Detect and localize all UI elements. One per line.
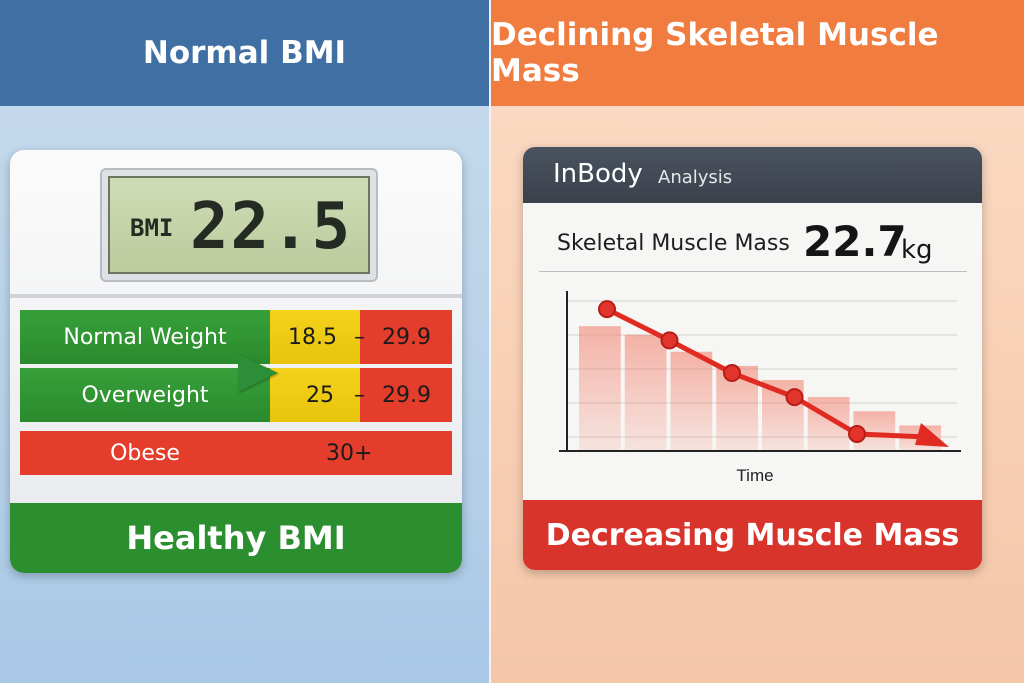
lcd-display: BMI 22.5 (108, 176, 370, 274)
lcd-frame: BMI 22.5 (100, 168, 378, 282)
chart-bar (579, 326, 621, 451)
chart-bar (624, 334, 667, 451)
inbody-brand: InBody (553, 159, 643, 189)
row-overweight: Overweight 25 – 29.9 (20, 368, 452, 422)
bmi-pointer-icon (238, 354, 278, 392)
muscle-banner-title: Declining Skeletal Muscle Mass (491, 0, 1024, 106)
data-point (848, 424, 866, 443)
bmi-banner-title: Normal BMI (0, 0, 489, 106)
muscle-mass-panel: Declining Skeletal Muscle Mass InBody An… (491, 0, 1024, 683)
normal-range-low: 18.5 (288, 324, 337, 350)
panel-divider (489, 0, 491, 683)
data-point (723, 364, 741, 382)
metric-divider (539, 271, 967, 272)
overweight-label: Overweight (20, 368, 270, 422)
metric-unit: kg (901, 235, 933, 265)
inbody-brand-sub: Analysis (658, 167, 733, 188)
healthy-bmi-footer: Healthy BMI (10, 503, 462, 573)
chart-bar (670, 351, 713, 451)
lcd-label: BMI (130, 214, 174, 242)
bmi-panel: Normal BMI BMI 22.5 Normal Weight 18.5 –… (0, 0, 489, 683)
obese-range: 30+ (326, 440, 373, 466)
trend-arrow-icon (915, 423, 949, 447)
overweight-red-cell (360, 368, 452, 422)
inbody-card: InBody Analysis Skeletal Muscle Mass 22.… (523, 147, 982, 570)
muscle-trend-chart: Time (559, 291, 961, 485)
bmi-value: 22.5 (190, 190, 353, 264)
row-normal-weight: Normal Weight 18.5 – 29.9 (20, 310, 452, 364)
metric-label: Skeletal Muscle Mass (557, 231, 790, 256)
row-obese: Obese 30+ (20, 431, 452, 475)
overweight-range-dash: – (354, 382, 365, 408)
trend-line (605, 306, 928, 440)
overweight-range-high: 29.9 (382, 382, 431, 408)
normal-range-dash: – (354, 324, 365, 350)
data-point (785, 388, 804, 407)
overweight-yellow-cell (270, 368, 360, 422)
data-point (660, 331, 679, 350)
decreasing-muscle-footer: Decreasing Muscle Mass (523, 500, 982, 570)
scale-card: BMI 22.5 Normal Weight 18.5 – 29.9 Overw… (10, 150, 462, 573)
x-axis-label: Time (736, 466, 773, 485)
inbody-header: InBody Analysis (523, 147, 982, 203)
normal-yellow-cell (270, 310, 360, 364)
normal-red-cell (360, 310, 452, 364)
obese-red-cell (270, 431, 452, 475)
normal-weight-label: Normal Weight (20, 310, 270, 364)
data-point (598, 300, 616, 319)
overweight-range-low: 25 (306, 382, 334, 408)
obese-label: Obese (20, 431, 270, 475)
scale-divider (10, 294, 462, 298)
normal-range-high: 29.9 (382, 324, 431, 350)
metric-value: 22.7 (803, 217, 907, 266)
